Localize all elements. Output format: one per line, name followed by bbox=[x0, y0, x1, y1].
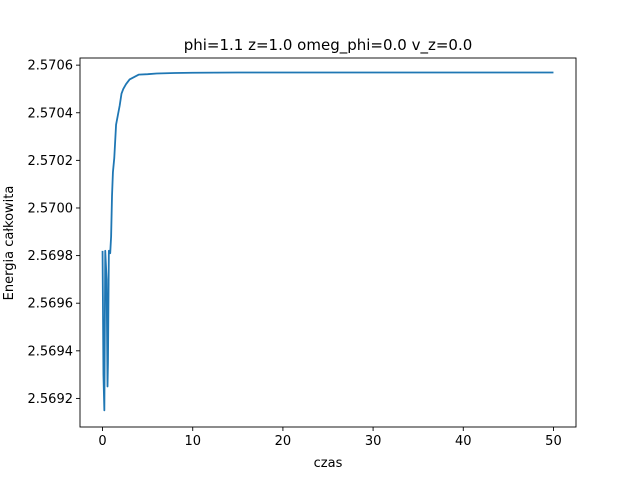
y-tick-label: 2.5692 bbox=[28, 392, 74, 407]
x-axis-ticks: 0 10 20 30 40 50 bbox=[98, 427, 562, 449]
x-tick-label: 50 bbox=[545, 434, 562, 449]
y-tick-label: 2.5700 bbox=[28, 201, 74, 216]
x-tick-label: 20 bbox=[275, 434, 292, 449]
axes-frame bbox=[79, 57, 577, 428]
chart-title: phi=1.1 z=1.0 omeg_phi=0.0 v_z=0.0 bbox=[184, 36, 473, 55]
plot-area bbox=[79, 57, 577, 428]
y-axis-label: Energia całkowita bbox=[2, 186, 17, 301]
x-tick-label: 30 bbox=[365, 434, 382, 449]
x-tick-label: 0 bbox=[98, 434, 106, 449]
y-tick-label: 2.5706 bbox=[28, 59, 74, 74]
y-axis-ticks: 2.5692 2.5694 2.5696 2.5698 2.5700 2.5702 2.57… bbox=[28, 59, 80, 407]
x-tick-label: 40 bbox=[455, 434, 472, 449]
series-line-0 bbox=[101, 71, 554, 412]
y-tick-label: 2.5696 bbox=[28, 297, 74, 312]
y-tick-label: 2.5704 bbox=[28, 106, 74, 121]
y-tick-label: 2.5698 bbox=[28, 249, 74, 264]
y-tick-label: 2.5694 bbox=[28, 344, 74, 359]
x-axis-label: czas bbox=[314, 456, 343, 471]
x-tick-label: 10 bbox=[184, 434, 201, 449]
y-tick-label: 2.5702 bbox=[28, 154, 74, 169]
